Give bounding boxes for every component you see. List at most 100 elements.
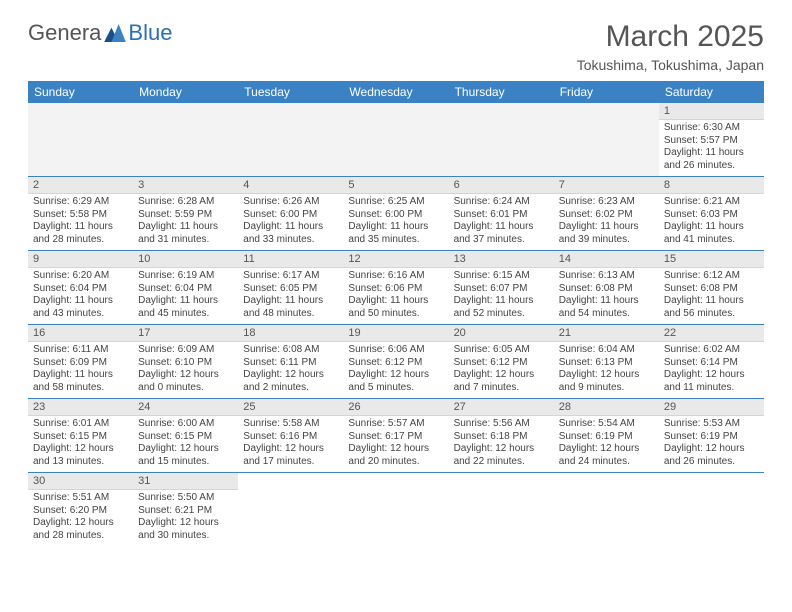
- calendar-cell: 12Sunrise: 6:16 AMSunset: 6:06 PMDayligh…: [343, 251, 448, 325]
- day-details: Sunrise: 6:19 AMSunset: 6:04 PMDaylight:…: [133, 268, 238, 324]
- calendar-cell: [238, 103, 343, 177]
- day-details: Sunrise: 5:57 AMSunset: 6:17 PMDaylight:…: [343, 416, 448, 472]
- day-details: Sunrise: 6:11 AMSunset: 6:09 PMDaylight:…: [28, 342, 133, 398]
- calendar-cell: 17Sunrise: 6:09 AMSunset: 6:10 PMDayligh…: [133, 325, 238, 399]
- day-details: Sunrise: 6:04 AMSunset: 6:13 PMDaylight:…: [554, 342, 659, 398]
- day-number: 12: [343, 251, 448, 268]
- day-number: 14: [554, 251, 659, 268]
- weekday-header: Monday: [133, 81, 238, 103]
- calendar-cell: 9Sunrise: 6:20 AMSunset: 6:04 PMDaylight…: [28, 251, 133, 325]
- day-details: Sunrise: 6:16 AMSunset: 6:06 PMDaylight:…: [343, 268, 448, 324]
- calendar-cell: 2Sunrise: 6:29 AMSunset: 5:58 PMDaylight…: [28, 177, 133, 251]
- calendar-body: 1Sunrise: 6:30 AMSunset: 5:57 PMDaylight…: [28, 103, 764, 546]
- calendar-cell: [28, 103, 133, 177]
- weekday-header: Saturday: [659, 81, 764, 103]
- calendar-cell: 3Sunrise: 6:28 AMSunset: 5:59 PMDaylight…: [133, 177, 238, 251]
- calendar-cell: 18Sunrise: 6:08 AMSunset: 6:11 PMDayligh…: [238, 325, 343, 399]
- day-number: 7: [554, 177, 659, 194]
- page-title: March 2025: [577, 20, 764, 54]
- day-details: Sunrise: 6:29 AMSunset: 5:58 PMDaylight:…: [28, 194, 133, 250]
- day-number: 2: [28, 177, 133, 194]
- day-details: Sunrise: 6:09 AMSunset: 6:10 PMDaylight:…: [133, 342, 238, 398]
- calendar-cell: [449, 473, 554, 547]
- calendar-cell: [238, 473, 343, 547]
- logo-mark-icon: [104, 24, 126, 42]
- calendar-cell: 19Sunrise: 6:06 AMSunset: 6:12 PMDayligh…: [343, 325, 448, 399]
- day-details: Sunrise: 6:12 AMSunset: 6:08 PMDaylight:…: [659, 268, 764, 324]
- day-details: Sunrise: 6:02 AMSunset: 6:14 PMDaylight:…: [659, 342, 764, 398]
- calendar-cell: 30Sunrise: 5:51 AMSunset: 6:20 PMDayligh…: [28, 473, 133, 547]
- day-details: Sunrise: 6:24 AMSunset: 6:01 PMDaylight:…: [449, 194, 554, 250]
- calendar-cell: 1Sunrise: 6:30 AMSunset: 5:57 PMDaylight…: [659, 103, 764, 177]
- calendar-row: 16Sunrise: 6:11 AMSunset: 6:09 PMDayligh…: [28, 325, 764, 399]
- day-number: 31: [133, 473, 238, 490]
- day-number: 17: [133, 325, 238, 342]
- calendar-cell: 5Sunrise: 6:25 AMSunset: 6:00 PMDaylight…: [343, 177, 448, 251]
- calendar-cell: [343, 103, 448, 177]
- day-number: 13: [449, 251, 554, 268]
- day-number: 27: [449, 399, 554, 416]
- day-details: Sunrise: 6:15 AMSunset: 6:07 PMDaylight:…: [449, 268, 554, 324]
- day-number: 24: [133, 399, 238, 416]
- calendar-table: SundayMondayTuesdayWednesdayThursdayFrid…: [28, 81, 764, 546]
- calendar-cell: 29Sunrise: 5:53 AMSunset: 6:19 PMDayligh…: [659, 399, 764, 473]
- day-number: 8: [659, 177, 764, 194]
- day-details: Sunrise: 5:50 AMSunset: 6:21 PMDaylight:…: [133, 490, 238, 546]
- day-details: Sunrise: 6:30 AMSunset: 5:57 PMDaylight:…: [659, 120, 764, 176]
- calendar-cell: 28Sunrise: 5:54 AMSunset: 6:19 PMDayligh…: [554, 399, 659, 473]
- calendar-cell: 24Sunrise: 6:00 AMSunset: 6:15 PMDayligh…: [133, 399, 238, 473]
- day-number: 25: [238, 399, 343, 416]
- calendar-row: 2Sunrise: 6:29 AMSunset: 5:58 PMDaylight…: [28, 177, 764, 251]
- day-number: 10: [133, 251, 238, 268]
- calendar-row: 23Sunrise: 6:01 AMSunset: 6:15 PMDayligh…: [28, 399, 764, 473]
- day-details: Sunrise: 5:58 AMSunset: 6:16 PMDaylight:…: [238, 416, 343, 472]
- calendar-cell: 22Sunrise: 6:02 AMSunset: 6:14 PMDayligh…: [659, 325, 764, 399]
- day-details: Sunrise: 6:05 AMSunset: 6:12 PMDaylight:…: [449, 342, 554, 398]
- day-details: Sunrise: 5:51 AMSunset: 6:20 PMDaylight:…: [28, 490, 133, 546]
- day-number: 16: [28, 325, 133, 342]
- calendar-cell: 4Sunrise: 6:26 AMSunset: 6:00 PMDaylight…: [238, 177, 343, 251]
- calendar-row: 9Sunrise: 6:20 AMSunset: 6:04 PMDaylight…: [28, 251, 764, 325]
- calendar-cell: 20Sunrise: 6:05 AMSunset: 6:12 PMDayligh…: [449, 325, 554, 399]
- calendar-cell: 23Sunrise: 6:01 AMSunset: 6:15 PMDayligh…: [28, 399, 133, 473]
- day-details: Sunrise: 6:06 AMSunset: 6:12 PMDaylight:…: [343, 342, 448, 398]
- calendar-cell: 13Sunrise: 6:15 AMSunset: 6:07 PMDayligh…: [449, 251, 554, 325]
- calendar-cell: [554, 473, 659, 547]
- calendar-cell: 27Sunrise: 5:56 AMSunset: 6:18 PMDayligh…: [449, 399, 554, 473]
- weekday-header: Tuesday: [238, 81, 343, 103]
- day-number: 20: [449, 325, 554, 342]
- calendar-row: 1Sunrise: 6:30 AMSunset: 5:57 PMDaylight…: [28, 103, 764, 177]
- day-number: 18: [238, 325, 343, 342]
- day-number: 1: [659, 103, 764, 120]
- calendar-cell: [554, 103, 659, 177]
- calendar-cell: [449, 103, 554, 177]
- day-details: Sunrise: 6:00 AMSunset: 6:15 PMDaylight:…: [133, 416, 238, 472]
- weekday-header: Sunday: [28, 81, 133, 103]
- day-details: Sunrise: 6:13 AMSunset: 6:08 PMDaylight:…: [554, 268, 659, 324]
- logo-text-1: Genera: [28, 20, 101, 46]
- day-number: 5: [343, 177, 448, 194]
- weekday-header: Thursday: [449, 81, 554, 103]
- day-number: 3: [133, 177, 238, 194]
- day-details: Sunrise: 5:56 AMSunset: 6:18 PMDaylight:…: [449, 416, 554, 472]
- weekday-header-row: SundayMondayTuesdayWednesdayThursdayFrid…: [28, 81, 764, 103]
- day-number: 23: [28, 399, 133, 416]
- day-details: Sunrise: 6:20 AMSunset: 6:04 PMDaylight:…: [28, 268, 133, 324]
- calendar-cell: [659, 473, 764, 547]
- day-number: 29: [659, 399, 764, 416]
- day-details: Sunrise: 6:25 AMSunset: 6:00 PMDaylight:…: [343, 194, 448, 250]
- day-number: 30: [28, 473, 133, 490]
- location-text: Tokushima, Tokushima, Japan: [577, 57, 764, 73]
- day-details: Sunrise: 6:01 AMSunset: 6:15 PMDaylight:…: [28, 416, 133, 472]
- calendar-cell: 14Sunrise: 6:13 AMSunset: 6:08 PMDayligh…: [554, 251, 659, 325]
- calendar-cell: 11Sunrise: 6:17 AMSunset: 6:05 PMDayligh…: [238, 251, 343, 325]
- day-number: 28: [554, 399, 659, 416]
- day-number: 26: [343, 399, 448, 416]
- day-details: Sunrise: 6:17 AMSunset: 6:05 PMDaylight:…: [238, 268, 343, 324]
- calendar-cell: 15Sunrise: 6:12 AMSunset: 6:08 PMDayligh…: [659, 251, 764, 325]
- calendar-row: 30Sunrise: 5:51 AMSunset: 6:20 PMDayligh…: [28, 473, 764, 547]
- day-details: Sunrise: 6:08 AMSunset: 6:11 PMDaylight:…: [238, 342, 343, 398]
- weekday-header: Friday: [554, 81, 659, 103]
- calendar-cell: 6Sunrise: 6:24 AMSunset: 6:01 PMDaylight…: [449, 177, 554, 251]
- day-number: 19: [343, 325, 448, 342]
